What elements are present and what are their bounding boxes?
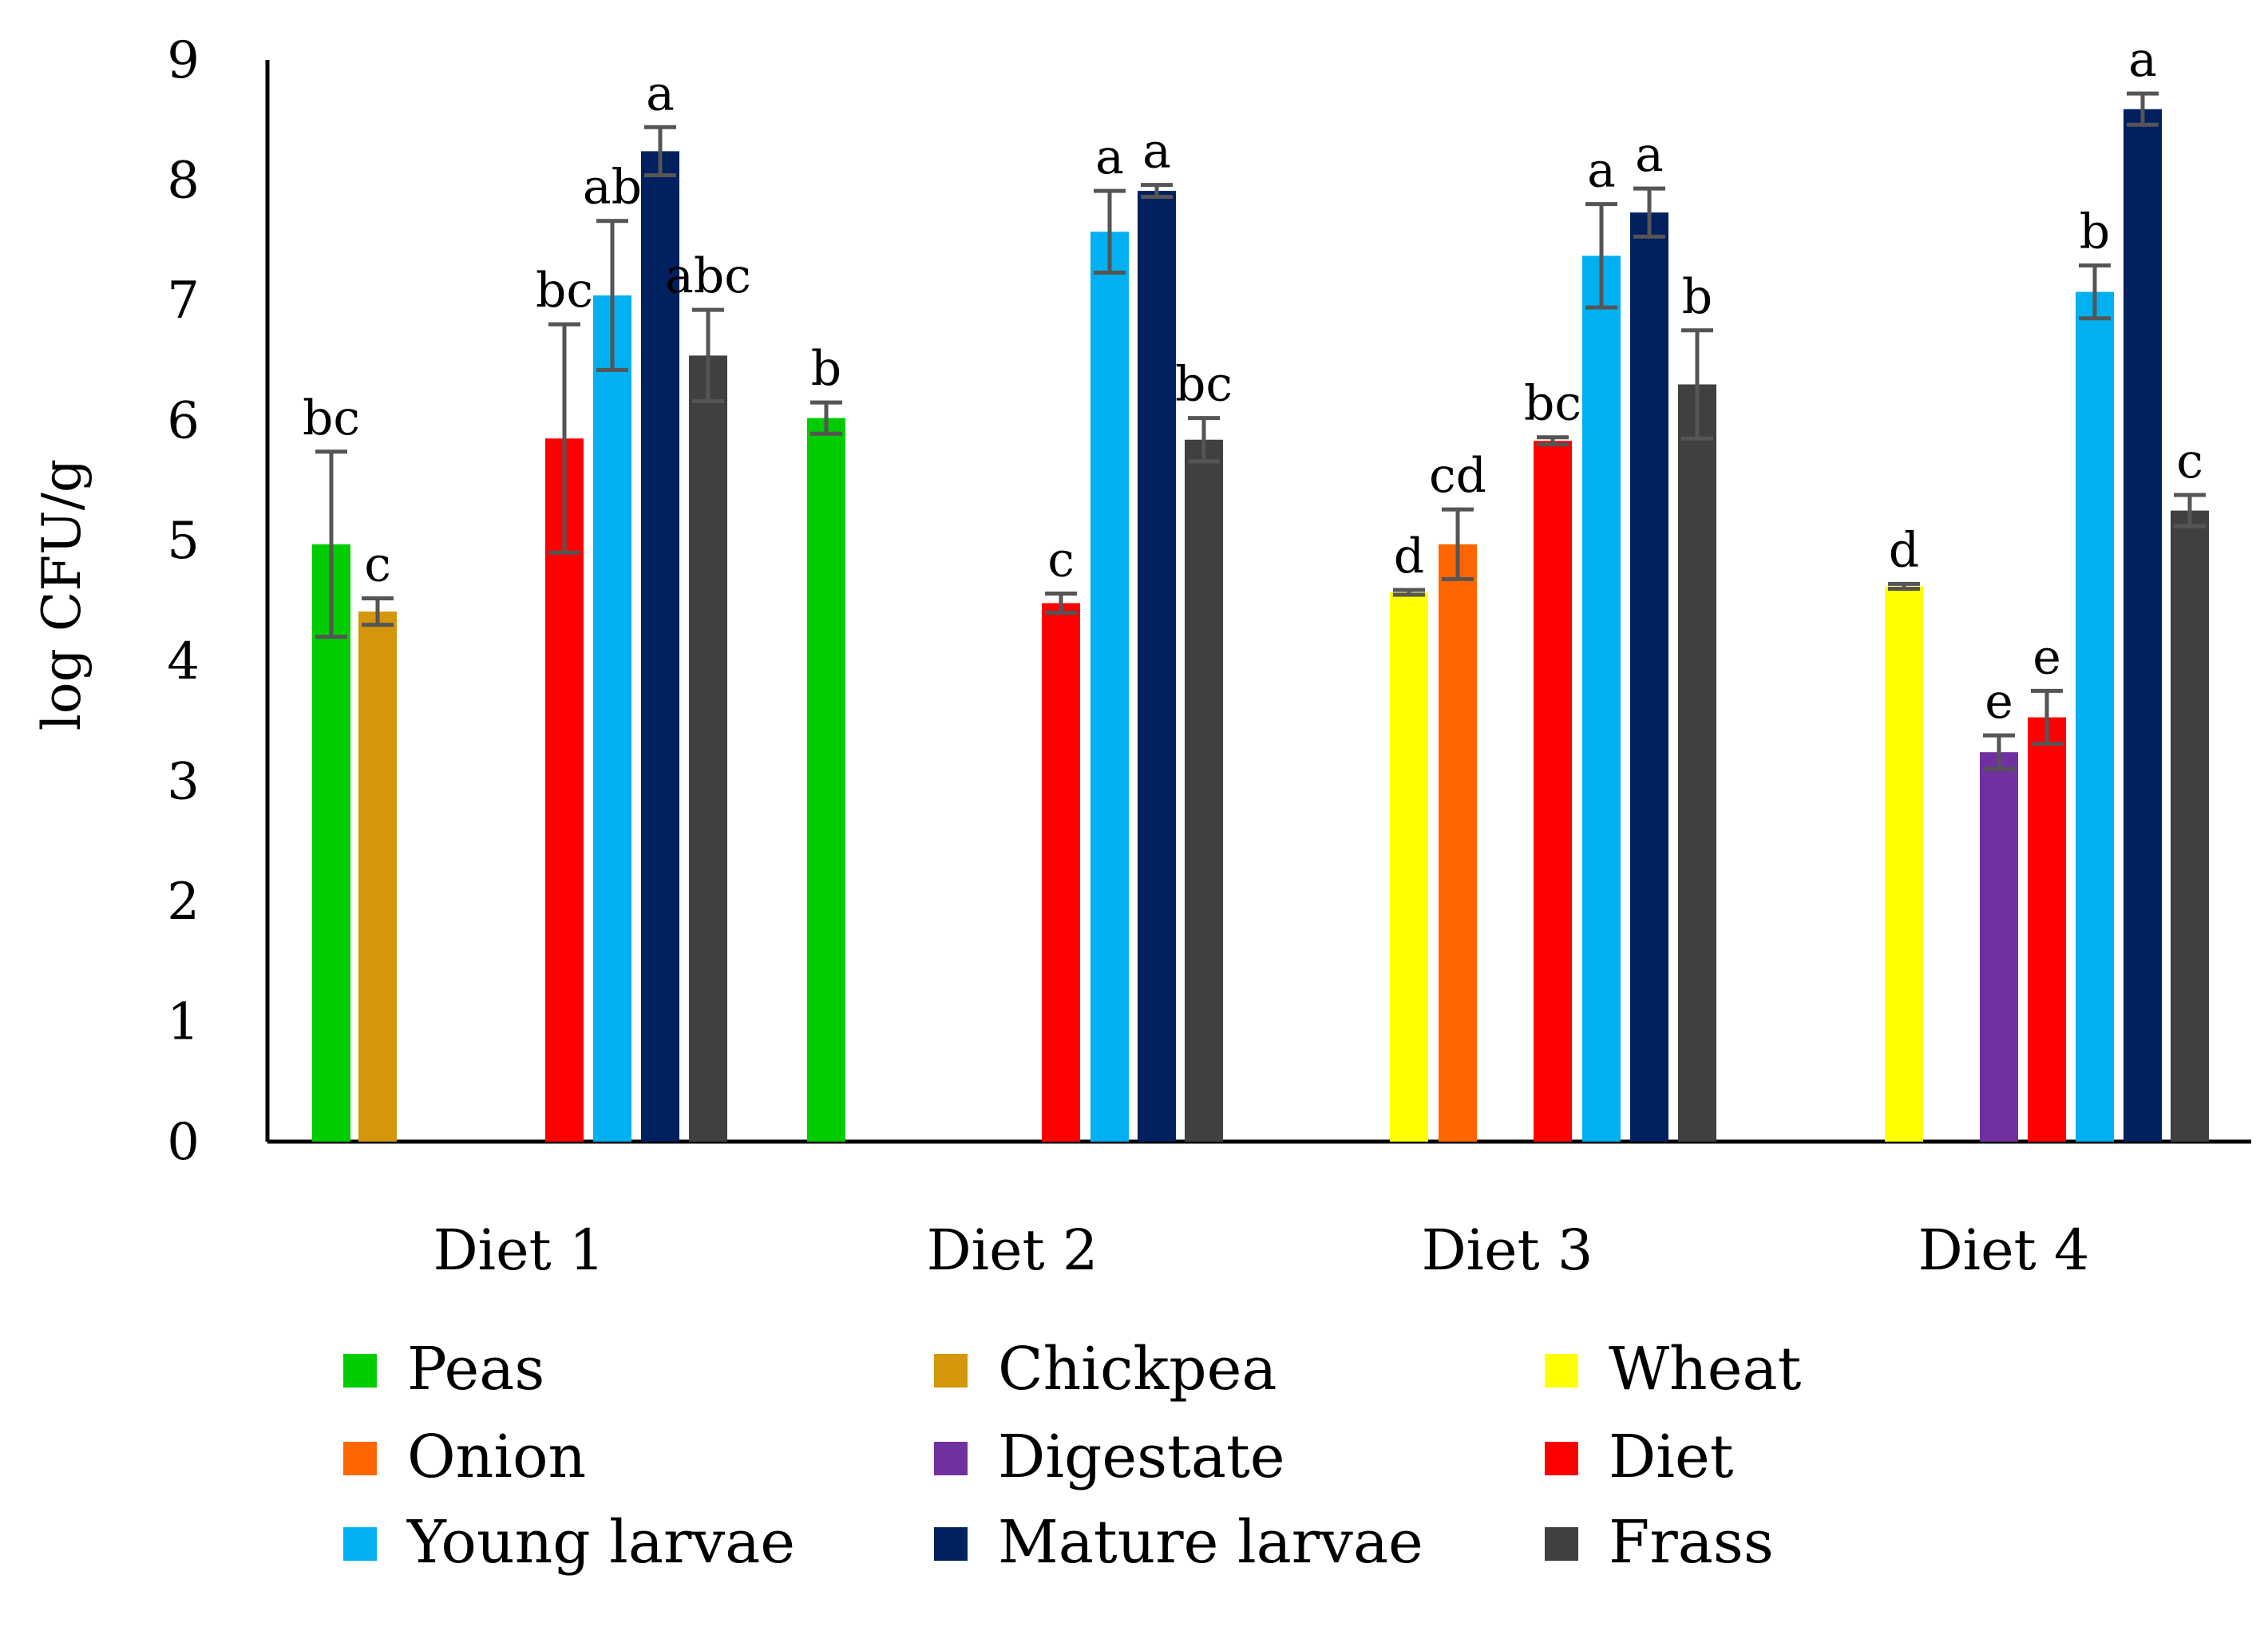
- legend-label: Wheat: [1609, 1335, 1802, 1403]
- x-tick-label: Diet 2: [927, 1217, 1098, 1283]
- bar: [358, 612, 397, 1142]
- significance-label: bc: [536, 263, 593, 319]
- legend-swatch: [343, 1442, 377, 1475]
- bar: [2076, 291, 2114, 1142]
- bar: [1534, 441, 1572, 1142]
- bar: [1439, 544, 1477, 1142]
- bar: [312, 544, 350, 1142]
- bar: [593, 295, 631, 1142]
- y-tick-label: 4: [167, 632, 200, 691]
- bar: [689, 355, 727, 1142]
- bar: [1138, 191, 1176, 1142]
- significance-label: a: [1587, 143, 1616, 199]
- significance-label: a: [1095, 129, 1124, 185]
- significance-label: a: [1635, 127, 1664, 183]
- significance-label: bc: [303, 390, 360, 446]
- significance-label: bc: [1175, 357, 1233, 413]
- significance-label: c: [2176, 433, 2203, 489]
- y-tick-label: 6: [167, 392, 200, 451]
- significance-label: cd: [1429, 448, 1486, 504]
- x-tick-label: Diet 4: [1918, 1217, 2090, 1283]
- bar: [1582, 255, 1621, 1142]
- bar: [2124, 109, 2162, 1142]
- y-tick-label: 5: [167, 512, 200, 571]
- bar: [641, 151, 679, 1142]
- legend-label: Diet: [1609, 1423, 1734, 1491]
- legend-label: Onion: [407, 1423, 586, 1491]
- legend-swatch: [1545, 1527, 1578, 1561]
- legend-swatch: [934, 1527, 968, 1561]
- legend: Peas Chickpea Wheat Onion Digestate Diet Young…: [343, 1335, 1802, 1577]
- bar: [1630, 212, 1668, 1142]
- bar: [807, 418, 845, 1142]
- significance-label: d: [1394, 528, 1424, 584]
- significance-label: a: [2128, 32, 2157, 88]
- y-axis-title: log CFU/g: [31, 459, 93, 730]
- legend-label: Mature larvae: [998, 1508, 1423, 1577]
- legend-label: Frass: [1609, 1508, 1774, 1577]
- legend-label: Young larvae: [406, 1508, 795, 1577]
- significance-label: bc: [1524, 376, 1581, 432]
- y-tick-label: 7: [167, 271, 200, 331]
- legend-swatch: [934, 1354, 968, 1388]
- bar: [1885, 586, 1923, 1142]
- bar: [1980, 752, 2018, 1142]
- significance-label: ab: [583, 160, 642, 216]
- bar: [1390, 592, 1428, 1142]
- x-tick-label: Diet 1: [433, 1217, 605, 1283]
- x-tick-label: Diet 3: [1422, 1217, 1593, 1283]
- significance-label: abc: [665, 248, 751, 304]
- significance-label: b: [2080, 204, 2110, 259]
- significance-label: b: [811, 341, 841, 397]
- legend-swatch: [1545, 1354, 1578, 1388]
- legend-label: Digestate: [998, 1423, 1285, 1491]
- bar: [2028, 717, 2066, 1142]
- bar: [545, 438, 584, 1142]
- significance-label: c: [364, 536, 391, 592]
- y-tick-label: 9: [167, 31, 200, 90]
- significance-label: b: [1682, 269, 1712, 325]
- legend-swatch: [343, 1527, 377, 1561]
- y-tick-label: 1: [167, 992, 200, 1051]
- significance-label: e: [1985, 674, 2013, 730]
- y-tick-label: 2: [167, 873, 200, 932]
- y-tick-label: 3: [167, 752, 200, 811]
- legend-label: Peas: [407, 1335, 544, 1403]
- bars: [312, 109, 2209, 1142]
- significance-label: c: [1047, 532, 1075, 588]
- bar: [1678, 384, 1716, 1142]
- bar: [2171, 510, 2209, 1142]
- bar: [1090, 232, 1129, 1142]
- y-tick-label: 0: [167, 1113, 200, 1172]
- legend-label: Chickpea: [998, 1335, 1277, 1403]
- legend-swatch: [1545, 1442, 1578, 1475]
- bar: [1185, 439, 1223, 1142]
- error-bars: [315, 91, 2206, 771]
- significance-label: a: [646, 65, 675, 121]
- bar: [1042, 603, 1080, 1142]
- legend-swatch: [343, 1354, 377, 1388]
- legend-swatch: [934, 1442, 968, 1475]
- significance-label: a: [1142, 124, 1171, 180]
- significance-label: d: [1889, 522, 1919, 578]
- y-tick-label: 8: [167, 152, 200, 211]
- significance-label: e: [2032, 629, 2061, 685]
